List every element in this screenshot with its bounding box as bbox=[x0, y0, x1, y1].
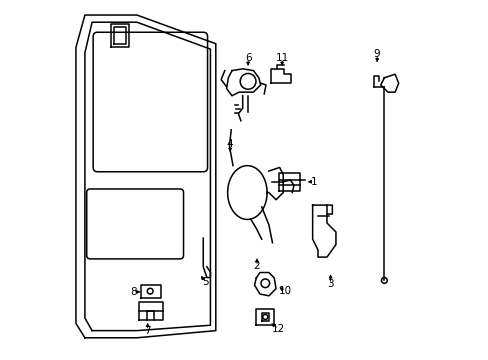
Text: 8: 8 bbox=[130, 287, 137, 297]
Text: 10: 10 bbox=[279, 286, 292, 296]
Text: 3: 3 bbox=[326, 279, 333, 289]
Text: 5: 5 bbox=[202, 277, 208, 287]
Text: 1: 1 bbox=[310, 177, 317, 187]
Text: 4: 4 bbox=[226, 139, 233, 149]
Text: 7: 7 bbox=[144, 325, 151, 336]
Text: 6: 6 bbox=[244, 53, 251, 63]
Text: 12: 12 bbox=[271, 324, 285, 334]
Text: 11: 11 bbox=[275, 53, 288, 63]
Text: 2: 2 bbox=[253, 261, 260, 271]
Text: 9: 9 bbox=[373, 49, 380, 59]
